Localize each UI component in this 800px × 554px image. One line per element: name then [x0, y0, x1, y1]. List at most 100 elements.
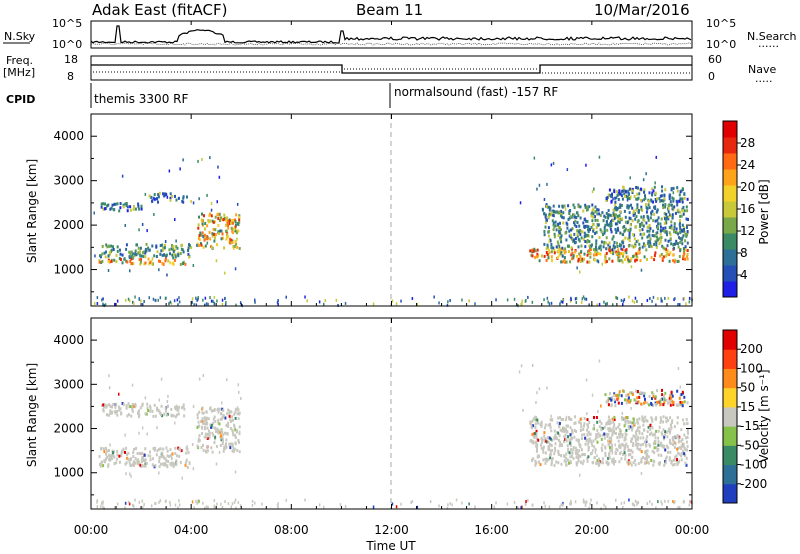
data-cell [198, 377, 201, 381]
data-cell [449, 502, 451, 506]
data-cell [620, 298, 623, 302]
data-cell [589, 439, 592, 443]
data-cell [608, 453, 611, 457]
data-cell [609, 449, 612, 453]
data-cell [533, 156, 536, 160]
data-cell [631, 437, 634, 441]
data-cell [179, 252, 182, 256]
data-cell [198, 499, 200, 503]
data-cell [149, 406, 152, 410]
data-cell [177, 254, 180, 258]
data-cell [679, 228, 682, 232]
data-cell [213, 409, 216, 412]
data-cell [133, 404, 135, 408]
data-cell [668, 226, 671, 229]
data-cell [559, 214, 562, 218]
data-cell [608, 418, 611, 422]
data-cell [564, 427, 567, 431]
data-cell [220, 434, 222, 438]
data-cell [601, 443, 604, 447]
data-cell [229, 427, 232, 430]
data-cell [675, 241, 678, 245]
velocity-colorbar-swatch [723, 406, 737, 427]
data-cell [231, 444, 234, 448]
data-cell [674, 455, 677, 459]
data-cell [372, 505, 375, 509]
data-cell [582, 238, 585, 241]
data-cell [193, 506, 195, 510]
data-cell [535, 434, 538, 438]
data-cell [201, 158, 203, 161]
data-cell [573, 221, 576, 225]
data-cell [125, 472, 127, 476]
data-cell [220, 412, 222, 416]
data-cell [635, 208, 638, 212]
data-cell [606, 220, 608, 224]
data-cell [151, 199, 154, 203]
data-cell [644, 400, 647, 404]
data-cell [534, 463, 537, 467]
data-cell [164, 243, 166, 247]
data-cell [224, 416, 227, 420]
velocity-colorbar-swatch [723, 426, 737, 446]
data-cell [107, 463, 110, 467]
data-cell [540, 443, 543, 447]
data-cell [620, 258, 623, 262]
data-cell [596, 461, 599, 465]
data-cell [206, 237, 209, 241]
data-cell [606, 432, 609, 436]
data-cell [130, 262, 133, 266]
data-cell [576, 229, 579, 233]
data-cell [604, 253, 607, 257]
data-cell [578, 205, 581, 209]
data-cell [587, 228, 589, 232]
data-cell [527, 295, 529, 299]
data-cell [115, 253, 118, 257]
data-cell [590, 225, 593, 229]
data-cell [151, 457, 154, 461]
data-cell [238, 220, 241, 224]
data-cell [659, 232, 662, 236]
data-cell [104, 457, 107, 461]
x-tick-label: 00:00 [675, 523, 710, 537]
data-cell [219, 229, 221, 233]
data-cell [615, 252, 618, 256]
data-cell [682, 229, 685, 233]
data-cell [416, 505, 419, 509]
data-cell [644, 457, 646, 461]
data-cell [649, 500, 651, 504]
data-cell [573, 232, 576, 236]
data-cell [139, 249, 141, 253]
data-cell [673, 462, 676, 466]
data-cell [569, 455, 572, 459]
data-cell [233, 412, 236, 416]
data-cell [674, 500, 676, 504]
data-cell [659, 222, 662, 226]
data-cell [635, 240, 638, 244]
data-cell [588, 244, 591, 248]
nave-label: Nave [748, 63, 776, 76]
data-cell [550, 163, 553, 167]
data-cell [544, 439, 547, 443]
data-cell [168, 302, 170, 306]
data-cell [235, 303, 237, 307]
data-cell [195, 303, 198, 307]
data-cell [529, 420, 532, 424]
data-cell [158, 268, 160, 272]
data-cell [529, 249, 532, 253]
data-cell [218, 175, 221, 179]
data-cell [196, 243, 198, 247]
data-cell [597, 260, 600, 264]
data-cell [659, 403, 662, 407]
data-cell [668, 231, 671, 235]
data-cell [557, 222, 560, 226]
data-cell [161, 414, 164, 418]
data-cell [135, 243, 138, 247]
data-cell [684, 239, 687, 243]
data-cell [666, 435, 669, 439]
data-cell [198, 424, 201, 428]
data-cell [544, 220, 547, 224]
data-cell [585, 378, 588, 382]
data-cell [683, 209, 686, 213]
data-cell [134, 456, 137, 460]
